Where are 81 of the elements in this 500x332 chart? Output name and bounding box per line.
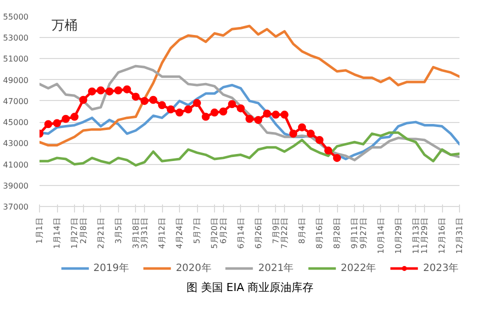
point — [272, 110, 280, 119]
x-tick-label: 6月26日 — [254, 217, 263, 249]
x-tick-label: 8月16日 — [315, 217, 324, 249]
point — [62, 114, 70, 123]
point — [70, 112, 78, 121]
point — [324, 146, 332, 155]
y-tick-label: 49000 — [3, 76, 29, 85]
point — [88, 87, 96, 96]
point — [132, 92, 140, 101]
y-tick-label: 53000 — [3, 34, 29, 43]
y-tick-label: 55000 — [3, 12, 29, 22]
x-tick-label: 11月13日 — [411, 218, 420, 254]
point — [79, 96, 88, 104]
y-tick-label: 37000 — [3, 202, 29, 212]
point — [184, 105, 192, 114]
point — [306, 130, 315, 138]
point — [316, 136, 324, 144]
point — [210, 108, 218, 117]
y-tick-label: 43000 — [3, 139, 29, 148]
point — [236, 104, 245, 112]
x-tick-label: 3月18日 — [131, 217, 140, 249]
x-tick-label: 1月27日 — [70, 217, 79, 249]
point — [219, 108, 228, 116]
y-tick-label: 41000 — [3, 160, 29, 170]
x-tick-label: 10月14日 — [376, 218, 386, 254]
point — [298, 123, 306, 132]
x-tick-label: 1月1日 — [35, 217, 44, 244]
legend-label: 2022年 — [340, 262, 376, 275]
y-tick-label: 51000 — [3, 54, 29, 64]
x-tick-label: 1月14日 — [52, 217, 62, 249]
point — [333, 154, 341, 162]
legend-label: 2023年 — [423, 262, 459, 275]
x-tick-label: 2月21日 — [96, 217, 106, 249]
x-tick-label: 12月31日 — [455, 218, 464, 254]
point — [44, 120, 52, 128]
point — [202, 112, 210, 121]
point — [228, 100, 236, 108]
legend-label: 2021年 — [258, 262, 294, 275]
x-tick-label: 9月11日 — [350, 217, 359, 249]
line-series — [40, 64, 460, 162]
x-tick-label: 4月24日 — [175, 217, 184, 249]
point — [96, 86, 105, 94]
x-tick-label: 7月22日 — [280, 217, 289, 249]
point — [149, 96, 158, 104]
x-tick-label: 6月2日 — [218, 217, 228, 244]
y-tick-label: 39000 — [3, 181, 29, 190]
point — [254, 116, 262, 124]
y-tick-label: 45000 — [3, 118, 29, 128]
x-tick-label: 10月29日 — [394, 218, 403, 254]
y-axis-title: 万桶 — [52, 18, 78, 34]
point — [114, 86, 122, 94]
point — [246, 114, 254, 123]
point — [289, 130, 298, 138]
line-series — [40, 131, 460, 167]
x-tick-label: 12月16日 — [438, 218, 446, 254]
y-tick-label: 47000 — [3, 96, 29, 106]
x-tick-label: 11月29日 — [420, 218, 429, 254]
x-tick-label: 5月20日 — [210, 217, 219, 249]
legend-label: 2020年 — [176, 262, 212, 275]
x-tick-label: 6月14日 — [236, 217, 246, 249]
x-tick-label: 7月9日 — [271, 217, 280, 244]
point — [123, 85, 131, 94]
point — [158, 101, 166, 110]
point — [193, 99, 201, 108]
point — [166, 105, 175, 114]
x-tick-label: 8月4日 — [298, 217, 306, 244]
point — [280, 110, 288, 119]
point — [176, 108, 184, 117]
x-tick-label: 9月27日 — [358, 217, 368, 249]
point — [106, 87, 114, 96]
point — [263, 110, 271, 118]
text: 图 美国 EIA 商业原油库存 — [186, 280, 314, 296]
x-tick-label: 5月7日 — [192, 217, 202, 244]
point — [53, 119, 61, 128]
x-tick-label: 4月12日 — [158, 217, 166, 249]
x-tick-label: 8月28日 — [332, 217, 342, 249]
point — [140, 96, 148, 105]
legend-label: 2019年 — [93, 262, 129, 275]
x-tick-label: 3月5日 — [114, 217, 123, 244]
x-tick-label: 2月8日 — [78, 217, 88, 244]
x-tick-label: 3月31日 — [140, 217, 149, 249]
